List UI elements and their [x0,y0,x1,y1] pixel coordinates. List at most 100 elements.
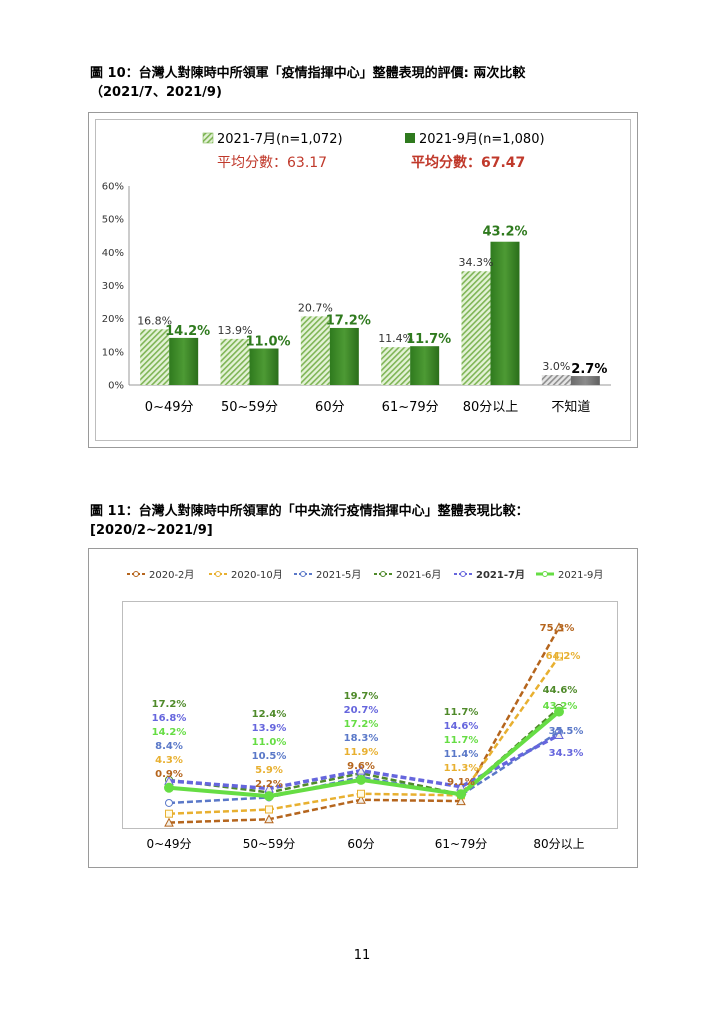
data-value-label: 2.2% [255,779,283,790]
data-value-label: 11.3% [444,763,479,774]
legend-label: 2020-2月 [149,569,194,581]
legend-label-2021-9: 2021-9月(n=1,080) [419,132,545,147]
x-category-label: 0~49分 [147,837,192,851]
data-point-marker [264,814,274,824]
bar-2021-9 [329,327,359,385]
data-point-marker [456,796,466,806]
bar-2021-9 [410,346,440,385]
legend-swatch-2021-7 [202,132,214,144]
data-value-label: 5.9% [255,765,283,776]
data-value-label: 11.9% [344,747,379,758]
y-tick-label: 40% [102,248,124,259]
data-point-marker [164,782,174,793]
figure11-caption-line2: [2020/2~2021/9] [90,523,213,538]
bar-value-label-2021-9: 11.7% [406,332,451,347]
bar-value-label-2021-7: 3.0% [542,360,570,373]
data-point-marker [356,765,366,775]
legend-marker [300,571,306,577]
bar-value-label-2021-9: 11.0% [245,335,290,350]
figure10-frame: 2021-7月(n=1,072) 2021-9月(n=1,080) 平均分數：6… [88,112,638,448]
bar-2021-9 [490,241,520,385]
figure10-bar-chart: 2021-7月(n=1,072) 2021-9月(n=1,080) 平均分數：6… [102,132,611,415]
bar-value-label-2021-9: 2.7% [571,362,607,377]
x-category-label: 80分以上 [463,400,519,415]
data-value-label: 75.3% [540,623,575,634]
figure10-caption-line2: （2021/7、2021/9) [90,85,222,100]
legend-label: 2021-9月 [558,569,603,581]
data-value-label: 9.6% [347,761,375,772]
data-point-marker [356,774,366,785]
legend-swatch-2021-9 [405,133,415,143]
bar-2021-7 [541,375,571,385]
data-value-label: 64.2% [546,651,581,662]
bar-2021-9 [249,348,279,385]
legend-marker [133,571,139,577]
figure11-line-chart: 2020-2月 2020-10月 2021-5月 2021-6月 2021-7月 2021… [127,569,603,851]
figure10-inner-frame [95,119,631,441]
bar-value-label-2021-9: 43.2% [482,225,527,240]
legend-label: 2021-7月 [476,569,525,581]
data-point-marker [456,789,466,800]
x-category-label: 60分 [315,400,345,415]
figure11-caption: 圖 11：台灣人對陳時中所領軍的「中央流行疫情指揮中心」整體表現比較： [202… [90,502,529,540]
data-value-label: 9.1% [447,777,475,788]
data-point-marker [356,794,366,804]
bar-2021-7 [140,329,170,385]
data-value-label: 0.9% [155,769,183,780]
legend-marker [380,571,386,577]
bar-2021-7 [461,271,491,385]
legend-marker [215,571,221,577]
legend-marker [542,571,548,577]
average-score-2021-7: 平均分數：63.17 [217,155,327,171]
bar-2021-9 [169,337,199,385]
average-score-2021-9: 平均分數：67.47 [411,154,525,171]
data-value-label: 44.6% [543,685,578,696]
x-category-label: 50~59分 [221,400,278,415]
y-tick-label: 20% [102,314,124,325]
data-value-label: 11.4% [444,749,479,760]
data-value-label: 12.4% [252,709,287,720]
data-value-label: 20.7% [344,705,379,716]
y-tick-label: 50% [102,215,124,226]
bar-2021-7 [220,338,250,385]
x-category-label: 50~59分 [243,837,296,851]
data-value-label: 17.2% [152,699,187,710]
data-point-marker [164,817,174,827]
bar-value-label-2021-7: 13.9% [218,324,253,337]
data-value-label: 18.3% [344,733,379,744]
data-value-label: 14.6% [444,721,479,732]
bar-value-label-2021-9: 14.2% [165,324,210,339]
page-number: 11 [353,948,371,963]
x-category-label: 不知道 [551,399,590,415]
x-category-label: 60分 [347,837,374,851]
figure10-caption-line1: 圖 10：台灣人對陳時中所領軍「疫情指揮中心」整體表現的評價: 兩次比較 [90,66,526,81]
data-point-marker [165,798,173,807]
figure11-caption-line1: 圖 11：台灣人對陳時中所領軍的「中央流行疫情指揮中心」整體表現比較： [90,504,529,519]
x-category-label: 0~49分 [145,400,194,415]
figure11-plot-area [122,601,618,829]
data-value-label: 11.7% [444,707,479,718]
bar-2021-7 [381,347,411,385]
legend-label-2021-7: 2021-7月(n=1,072) [217,132,343,147]
bar-2021-9 [570,376,600,385]
data-value-label: 11.7% [444,735,479,746]
bar-value-label-2021-9: 17.2% [326,313,371,328]
x-category-label: 61~79分 [435,837,488,851]
data-point-marker [265,805,273,814]
bar-2021-7 [300,316,330,385]
data-value-label: 43.2% [543,701,578,712]
data-value-label: 8.4% [155,741,183,752]
data-value-label: 34.3% [549,748,584,759]
bar-value-label-2021-7: 16.8% [137,314,172,327]
bar-value-label-2021-7: 20.7% [298,301,333,314]
legend-marker [460,571,466,577]
bar-value-label-2021-7: 34.3% [459,256,494,269]
data-point-marker [357,789,365,798]
figure11-frame: 2020-2月 2020-10月 2021-5月 2021-6月 2021-7月 2021… [88,548,638,868]
y-tick-label: 30% [102,281,124,292]
x-category-label: 61~79分 [382,400,439,415]
figure10-caption: 圖 10：台灣人對陳時中所領軍「疫情指揮中心」整體表現的評價: 兩次比較 （20… [90,64,525,102]
data-value-label: 10.5% [252,751,287,762]
legend-label: 2021-6月 [396,569,441,581]
data-point-marker [554,622,564,632]
